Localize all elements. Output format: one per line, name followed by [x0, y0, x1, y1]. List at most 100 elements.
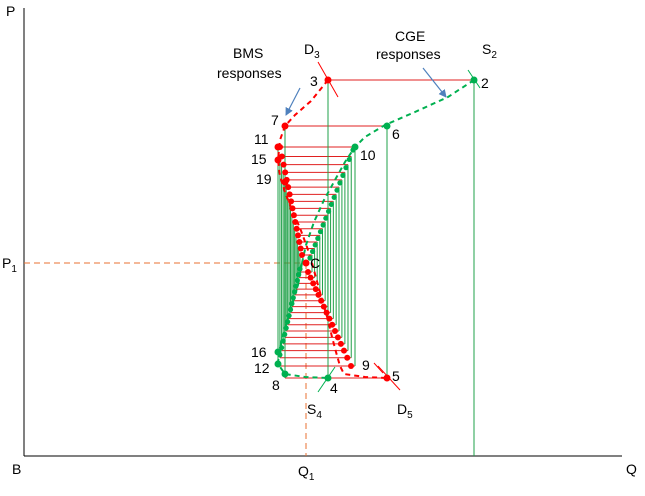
step-9-tick [373, 362, 384, 374]
cge-point [351, 143, 359, 151]
cge-point [307, 255, 313, 261]
cge-point [328, 201, 334, 207]
step-label-3: 3 [310, 73, 318, 89]
cge-point [274, 360, 282, 368]
step-label-10: 10 [360, 147, 376, 163]
step-label-9: 9 [362, 357, 370, 373]
step-label-19: 19 [256, 171, 272, 187]
cge-point [297, 266, 303, 272]
bms-point [281, 122, 289, 130]
cge-point [312, 242, 318, 248]
bms-point [280, 161, 287, 168]
cge-point [274, 348, 282, 356]
cge-point [383, 122, 391, 130]
bms-point [315, 291, 322, 298]
center-label: C [310, 255, 320, 271]
cge-point [287, 307, 294, 313]
cge-annotation-line2: responses [376, 46, 441, 62]
bms-point [334, 334, 341, 341]
cge-point [285, 319, 291, 325]
cge-point [283, 325, 289, 331]
cge-point [323, 215, 329, 221]
bms-point [320, 303, 327, 310]
s4-label: S4 [307, 401, 322, 421]
step-label-2: 2 [481, 75, 489, 91]
bms-point [305, 269, 311, 275]
bms-point [332, 328, 339, 335]
cge-point [343, 165, 349, 171]
bms-point [348, 363, 354, 369]
green-quantity-lines [277, 80, 475, 456]
cge-point [281, 370, 289, 378]
cge-point [292, 289, 298, 295]
cge-point [317, 229, 324, 235]
cge-point [289, 301, 295, 307]
bms-point [296, 238, 303, 245]
bms-point [294, 232, 301, 239]
bms-annotation-line1: BMS [233, 45, 263, 61]
bms-point [326, 315, 333, 322]
cge-point [315, 235, 321, 241]
bms-annotation-line2: responses [217, 65, 282, 81]
d5-label: D5 [397, 401, 413, 421]
step-label-11: 11 [254, 131, 269, 147]
bms-point [329, 321, 336, 328]
cge-point [286, 313, 292, 319]
bms-point [289, 205, 296, 212]
bms-point [307, 274, 314, 281]
cge-point [320, 222, 326, 228]
bms-point [310, 280, 317, 287]
step-label-15: 15 [251, 151, 267, 167]
bms-point [318, 297, 325, 304]
cge-point [334, 187, 340, 193]
step-label-4: 4 [330, 380, 338, 396]
bms-point [292, 218, 299, 225]
cge-point [293, 283, 299, 289]
bms-point [297, 245, 304, 252]
cge-point [278, 345, 285, 351]
origin-label: B [12, 461, 21, 477]
cge-lower-curve [276, 262, 329, 379]
cge-point [280, 338, 286, 344]
cge-arrow [422, 67, 447, 98]
cge-point [290, 295, 296, 301]
bms-point [299, 252, 305, 258]
cge-point [325, 208, 332, 214]
x-axis-label: Q [626, 461, 637, 477]
bms-point [286, 191, 293, 198]
cge-point [282, 331, 288, 337]
cge-point [294, 277, 300, 283]
bms-point [274, 156, 282, 164]
bms-point [344, 354, 351, 361]
step-label-5: 5 [392, 368, 400, 384]
s2-label: S2 [482, 41, 497, 61]
d3-label: D3 [304, 41, 320, 61]
bms-point [288, 198, 295, 205]
bms-point [290, 212, 297, 219]
bms-point [312, 286, 319, 293]
cge-point [470, 76, 478, 84]
bms-point [340, 347, 347, 354]
bms-arrow [285, 87, 301, 116]
p1-label: P1 [2, 255, 17, 275]
bms-point [281, 178, 289, 186]
equilibrium-point [302, 259, 310, 267]
step-label-16: 16 [251, 344, 267, 360]
bms-lower-curve [311, 262, 388, 379]
bms-point [323, 309, 330, 316]
bms-point [383, 374, 391, 382]
bms-point [282, 169, 289, 176]
cge-point [331, 194, 337, 200]
cge-point [309, 248, 316, 255]
bms-points [274, 76, 391, 382]
step-label-6: 6 [392, 126, 400, 142]
y-axis-label: P [6, 3, 15, 19]
bms-point [285, 184, 292, 191]
step-label-12: 12 [254, 360, 270, 376]
bms-point [324, 76, 332, 84]
cge-point [340, 172, 346, 178]
bms-point [274, 143, 282, 151]
bms-upper-curve [276, 79, 329, 264]
bms-point [293, 225, 300, 232]
